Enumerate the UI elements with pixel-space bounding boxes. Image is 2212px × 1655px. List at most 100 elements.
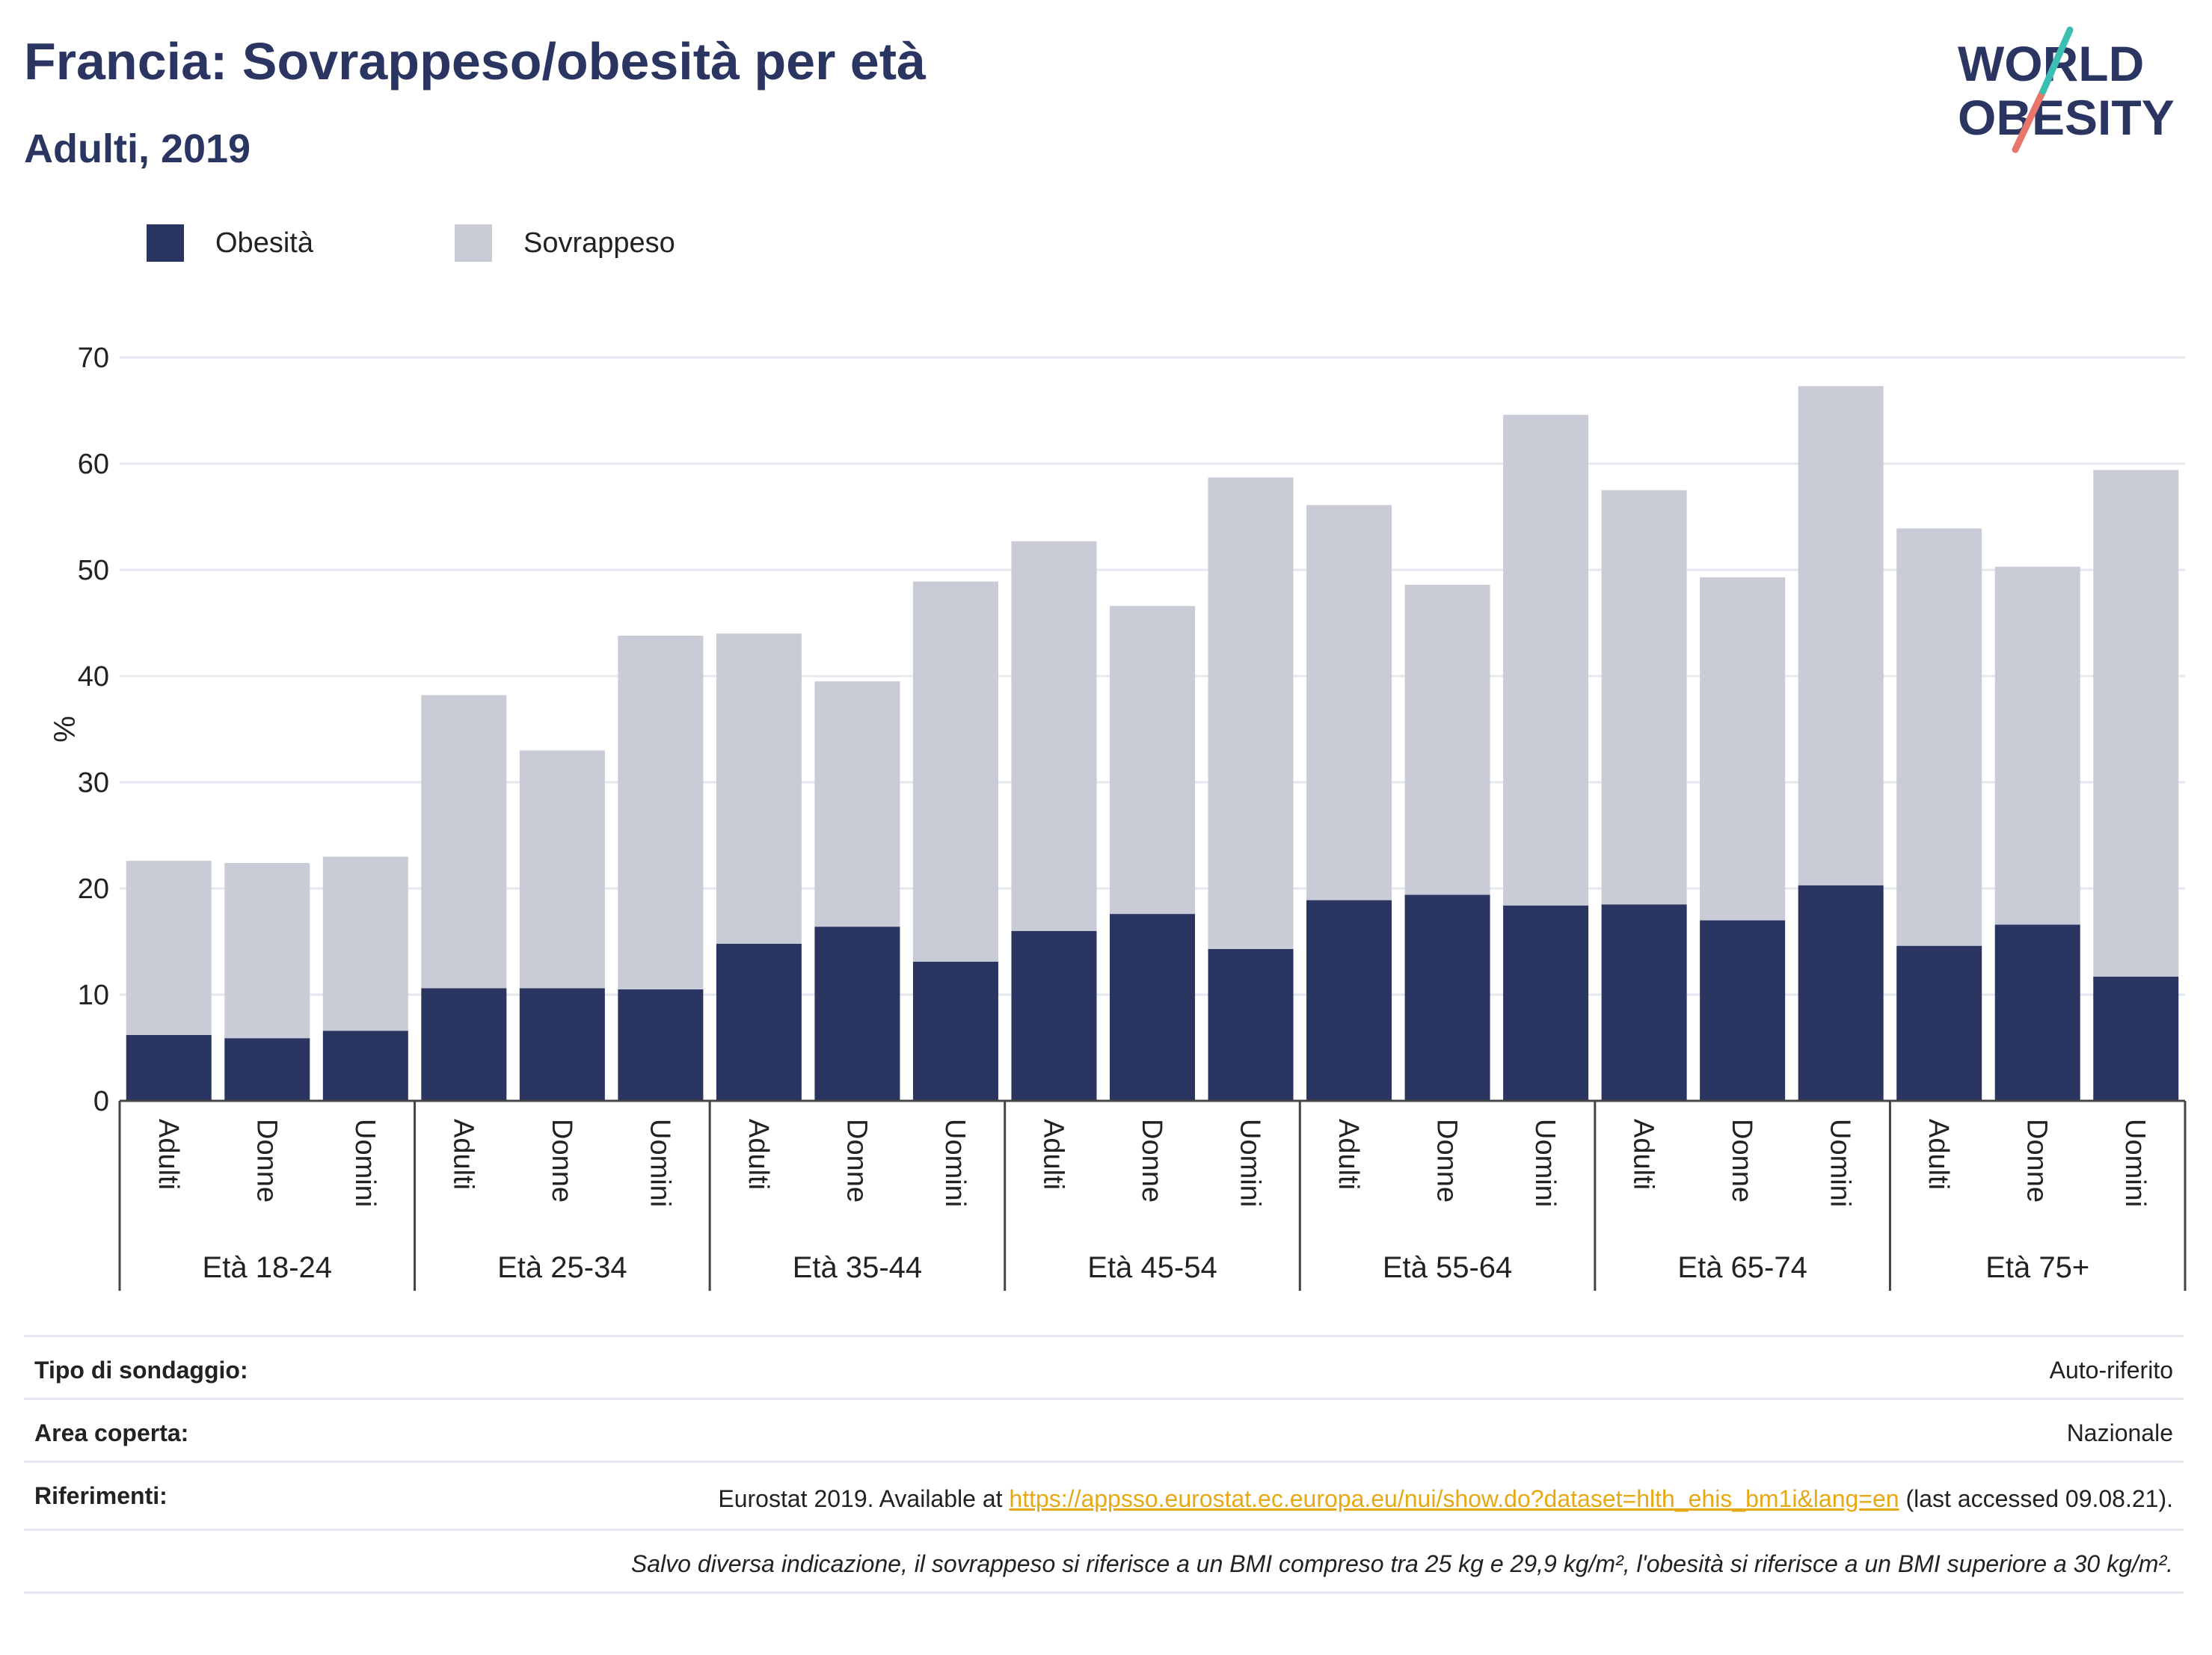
bar-obesita-13 [1404, 894, 1490, 1101]
x-tick-label-adulti-12: Adulti [1333, 1119, 1364, 1190]
bar-sovrappeso-5 [618, 636, 704, 989]
x-tick-label-adulti-0: Adulti [153, 1119, 184, 1190]
bar-obesita-11 [1208, 948, 1294, 1101]
meta-row-references: Riferimenti: Eurostat 2019. Available at… [24, 1461, 2184, 1529]
bar-obesita-15 [1601, 904, 1687, 1101]
bar-obesita-8 [912, 961, 998, 1101]
legend-item-sovrappeso[interactable]: Sovrappeso [455, 224, 675, 262]
ref-suffix: (last accessed 09.08.21). [1899, 1485, 2173, 1512]
bar-obesita-12 [1306, 900, 1392, 1101]
references-value: Eurostat 2019. Available at https://apps… [718, 1482, 2173, 1515]
bar-sovrappeso-2 [322, 856, 408, 1031]
bar-sovrappeso-8 [912, 581, 998, 962]
bar-sovrappeso-18 [1896, 528, 1982, 946]
survey-type-value: Auto-riferito [2049, 1357, 2173, 1384]
bar-obesita-9 [1011, 930, 1097, 1101]
y-tick-label-50: 50 [78, 555, 109, 586]
area-covered-label: Area coperta: [34, 1419, 189, 1446]
y-tick-label-10: 10 [78, 980, 109, 1011]
legend-swatch-sovrappeso [455, 224, 492, 262]
x-tick-label-donne-19: Donne [2021, 1119, 2053, 1203]
y-tick-label-0: 0 [93, 1086, 109, 1117]
y-tick-label-40: 40 [78, 661, 109, 693]
y-tick-label-60: 60 [78, 449, 109, 480]
x-tick-label-uomini-11: Uomini [1235, 1119, 1266, 1207]
area-covered-value: Nazionale [2066, 1419, 2173, 1446]
bar-obesita-5 [618, 989, 704, 1101]
bar-obesita-0 [126, 1034, 212, 1101]
x-tick-label-adulti-3: Adulti [447, 1119, 479, 1190]
group-label-0: Età 18-24 [203, 1251, 332, 1284]
bar-obesita-16 [1700, 920, 1786, 1101]
x-tick-label-adulti-6: Adulti [743, 1119, 774, 1190]
bar-sovrappeso-10 [1110, 606, 1195, 915]
bar-obesita-4 [519, 988, 605, 1101]
logo-line1: WORLD [1958, 36, 2144, 91]
x-tick-label-donne-13: Donne [1431, 1119, 1463, 1203]
bmi-note: Salvo diversa indicazione, il sovrappeso… [630, 1550, 2173, 1577]
bar-sovrappeso-16 [1700, 577, 1786, 921]
x-tick-label-adulti-9: Adulti [1037, 1119, 1069, 1190]
bar-sovrappeso-6 [716, 633, 802, 944]
world-obesity-logo: WORLD OBESITY [1958, 26, 2175, 153]
x-tick-label-uomini-5: Uomini [644, 1119, 675, 1207]
legend-swatch-obesita [147, 224, 184, 262]
x-tick-label-uomini-14: Uomini [1529, 1119, 1561, 1207]
x-tick-label-donne-16: Donne [1726, 1119, 1757, 1203]
x-tick-label-adulti-15: Adulti [1628, 1119, 1659, 1190]
bar-sovrappeso-1 [224, 862, 310, 1039]
bar-obesita-20 [2093, 976, 2179, 1101]
chart-title: Francia: Sovrappeso/obesità per età [24, 32, 926, 90]
bar-obesita-17 [1798, 885, 1884, 1101]
ref-prefix: Eurostat 2019. Available at [718, 1485, 1010, 1512]
bar-obesita-18 [1896, 945, 1982, 1101]
bar-sovrappeso-17 [1798, 386, 1884, 885]
group-label-3: Età 45-54 [1087, 1251, 1217, 1284]
bar-sovrappeso-19 [1994, 566, 2080, 925]
x-tick-label-donne-7: Donne [841, 1119, 872, 1203]
bar-sovrappeso-13 [1404, 584, 1490, 895]
x-tick-label-donne-1: Donne [251, 1119, 282, 1203]
metadata-table: Tipo di sondaggio: Auto-riferito Area co… [24, 1335, 2184, 1594]
bar-obesita-10 [1110, 914, 1195, 1101]
bar-obesita-3 [421, 988, 507, 1101]
chart-subtitle: Adulti, 2019 [24, 126, 251, 171]
y-tick-label-70: 70 [78, 343, 109, 374]
group-label-5: Età 65-74 [1677, 1251, 1807, 1284]
bar-chart: 0 10 20 30 40 50 60 70% Adulti Donne Uomini Adulti D… [47, 343, 2187, 1291]
y-tick-label-30: 30 [78, 767, 109, 799]
bar-sovrappeso-9 [1011, 541, 1097, 931]
meta-row-note: Salvo diversa indicazione, il sovrappeso… [24, 1529, 2184, 1594]
meta-row-area: Area coperta: Nazionale [24, 1398, 2184, 1461]
logo-line2: OBESITY [1958, 90, 2175, 145]
group-label-1: Età 25-34 [497, 1251, 627, 1284]
bar-sovrappeso-12 [1306, 505, 1392, 900]
bar-sovrappeso-14 [1503, 414, 1589, 906]
bar-sovrappeso-15 [1601, 490, 1687, 905]
group-label-6: Età 75+ [1985, 1251, 2089, 1284]
logo-slash-teal [2039, 26, 2074, 95]
bar-obesita-1 [224, 1038, 310, 1101]
bar-obesita-14 [1503, 905, 1589, 1101]
group-label-2: Età 35-44 [793, 1251, 922, 1284]
legend-label-obesita: Obesità [215, 227, 313, 259]
bar-sovrappeso-20 [2093, 470, 2179, 977]
bar-obesita-2 [322, 1031, 408, 1101]
logo-slash-red [2012, 87, 2047, 153]
bar-sovrappeso-3 [421, 695, 507, 989]
legend-label-sovrappeso: Sovrappeso [523, 227, 675, 259]
x-tick-label-uomini-20: Uomini [2119, 1119, 2151, 1207]
x-tick-label-adulti-18: Adulti [1923, 1119, 1954, 1190]
y-axis-label: % [47, 716, 80, 743]
bar-sovrappeso-11 [1208, 477, 1294, 949]
survey-type-label: Tipo di sondaggio: [34, 1357, 248, 1384]
meta-row-survey: Tipo di sondaggio: Auto-riferito [24, 1335, 2184, 1398]
legend-item-obesita[interactable]: Obesità [147, 224, 313, 262]
bar-sovrappeso-4 [519, 750, 605, 989]
x-tick-label-uomini-8: Uomini [939, 1119, 971, 1207]
bar-sovrappeso-0 [126, 861, 212, 1035]
ref-link[interactable]: https://appsso.eurostat.ec.europa.eu/nui… [1009, 1485, 1899, 1512]
x-tick-label-uomini-17: Uomini [1825, 1119, 1856, 1207]
x-tick-label-donne-10: Donne [1136, 1119, 1167, 1203]
x-tick-label-uomini-2: Uomini [349, 1119, 381, 1207]
